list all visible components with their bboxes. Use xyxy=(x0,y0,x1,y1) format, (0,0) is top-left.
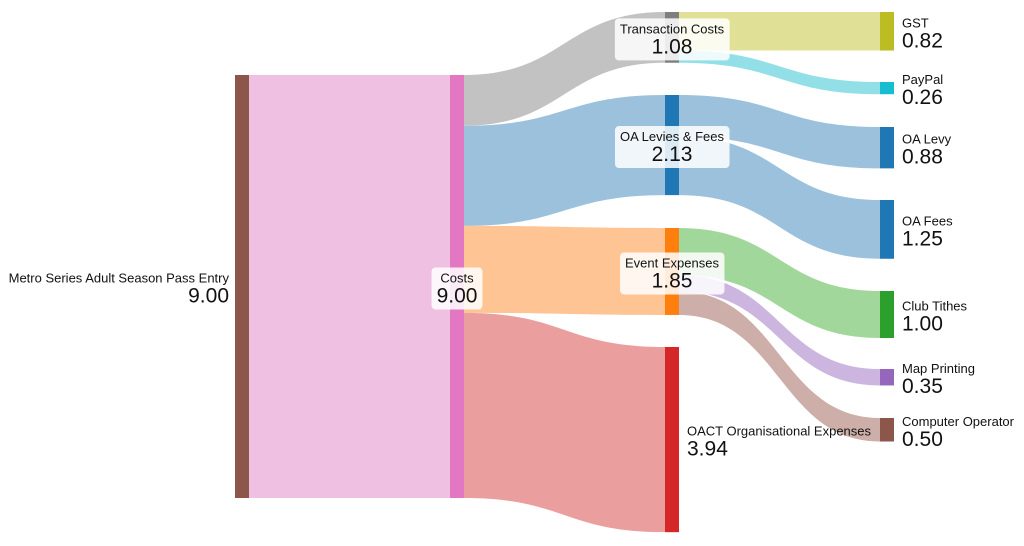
link-event-to-operator xyxy=(679,291,880,442)
node-name-oalevies: OA Levies & Fees xyxy=(620,129,725,144)
node-value-map: 0.35 xyxy=(902,375,943,398)
node-labels: Metro Series Adult Season Pass Entry9.00… xyxy=(9,15,1015,460)
node-value-gst: 0.82 xyxy=(902,29,943,52)
node-name-trans: Transaction Costs xyxy=(620,21,725,36)
node-name-paypal: PayPal xyxy=(902,72,943,87)
node-name-gst: GST xyxy=(902,15,929,30)
node-bar-gst xyxy=(880,12,894,51)
node-bar-operator xyxy=(880,418,894,442)
node-value-costs: 9.00 xyxy=(437,285,478,308)
link-oalevies-to-oafees xyxy=(679,136,880,259)
node-name-oafees: OA Fees xyxy=(902,213,953,228)
node-name-oalevy: OA Levy xyxy=(902,132,952,147)
node-name-operator: Computer Operator xyxy=(902,414,1015,429)
node-value-oalevy: 0.88 xyxy=(902,146,943,169)
link-entry-to-costs xyxy=(249,75,450,498)
node-bar-oalevy xyxy=(880,127,894,169)
link-costs-to-trans xyxy=(464,12,665,126)
label-box-costs xyxy=(431,267,483,310)
node-value-entry: 9.00 xyxy=(188,285,229,308)
node-bar-entry xyxy=(235,75,249,498)
node-value-event: 1.85 xyxy=(652,269,693,292)
node-value-paypal: 0.26 xyxy=(902,86,943,109)
node-name-tithes: Club Tithes xyxy=(902,299,968,314)
node-bar-paypal xyxy=(880,82,894,95)
link-event-to-tithes xyxy=(679,228,880,338)
node-bar-oact xyxy=(665,347,679,533)
node-value-trans: 1.08 xyxy=(652,35,693,58)
link-costs-to-oalevies xyxy=(464,95,665,226)
link-event-to-map xyxy=(679,275,880,386)
link-oalevies-to-oalevy xyxy=(679,95,880,169)
flow-links xyxy=(249,12,880,533)
node-bar-oafees xyxy=(880,200,894,259)
link-trans-to-paypal xyxy=(679,50,880,95)
node-value-oact: 3.94 xyxy=(687,438,728,461)
node-bar-tithes xyxy=(880,291,894,338)
node-value-oalevies: 2.13 xyxy=(652,143,693,166)
node-name-oact: OACT Organisational Expenses xyxy=(687,424,872,439)
node-value-oafees: 1.25 xyxy=(902,227,943,250)
node-name-costs: Costs xyxy=(440,271,474,286)
node-value-operator: 0.50 xyxy=(902,428,943,451)
label-box-trans xyxy=(614,18,730,61)
label-box-event xyxy=(620,252,725,295)
node-name-map: Map Printing xyxy=(902,361,975,376)
node-name-entry: Metro Series Adult Season Pass Entry xyxy=(9,271,230,286)
label-box-oalevies xyxy=(614,126,730,169)
link-costs-to-oact xyxy=(464,312,665,533)
node-name-event: Event Expenses xyxy=(625,255,719,270)
node-bar-map xyxy=(880,369,894,386)
node-value-tithes: 1.00 xyxy=(902,313,943,336)
link-costs-to-event xyxy=(464,225,665,315)
